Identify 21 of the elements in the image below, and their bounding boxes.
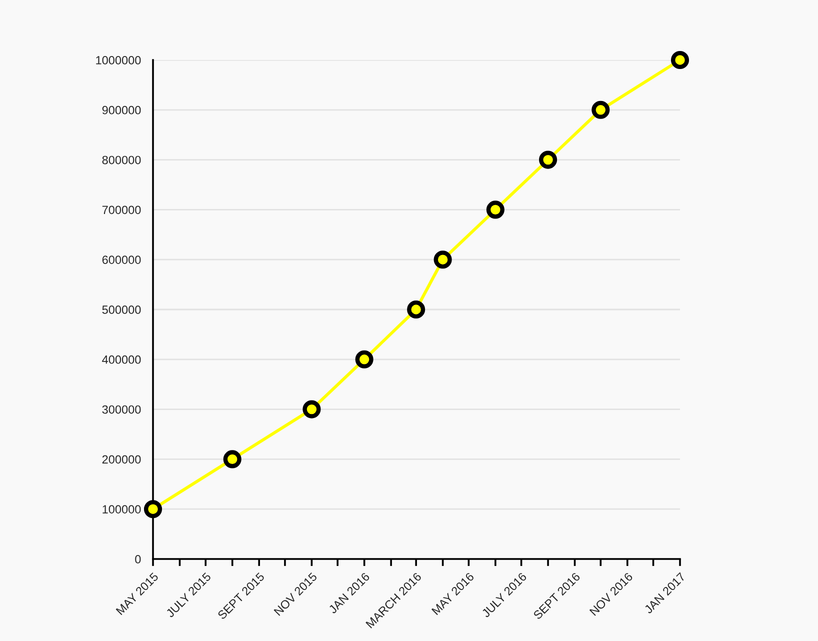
y-tick-label: 900000 xyxy=(102,106,141,114)
y-tick-label: 700000 xyxy=(102,206,141,214)
y-tick-label: 500000 xyxy=(102,306,141,314)
y-tick-label: 300000 xyxy=(102,405,141,414)
y-tick-label: 100000 xyxy=(102,505,141,514)
y-tick-label: 200000 xyxy=(102,455,141,464)
y-tick-label: 1000000 xyxy=(96,56,141,64)
point xyxy=(355,350,374,368)
y-tick-label: 400000 xyxy=(102,355,141,364)
point xyxy=(223,450,242,468)
point xyxy=(302,400,321,418)
y-tick-label: 800000 xyxy=(102,156,141,164)
point xyxy=(144,500,162,518)
point xyxy=(670,50,690,70)
y-tick-label: 600000 xyxy=(102,256,141,264)
y-tick-label: 0 xyxy=(135,555,141,564)
point xyxy=(486,200,504,219)
point xyxy=(539,150,558,169)
point xyxy=(592,100,610,119)
point xyxy=(407,300,426,319)
point xyxy=(434,250,452,269)
